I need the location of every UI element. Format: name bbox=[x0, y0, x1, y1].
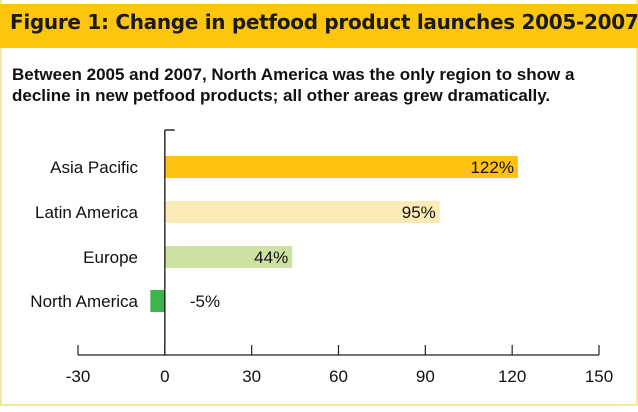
x-tick-label: 30 bbox=[242, 367, 261, 386]
bar-asia-pacific bbox=[164, 156, 518, 178]
x-tick-label: 0 bbox=[160, 367, 169, 386]
bar-north-america bbox=[150, 290, 165, 312]
data-label: 95% bbox=[402, 203, 436, 222]
chart-title: Figure 1: Change in petfood product laun… bbox=[10, 10, 638, 34]
category-label: North America bbox=[30, 292, 138, 311]
x-tick-label: 60 bbox=[329, 367, 348, 386]
data-label: 122% bbox=[470, 158, 513, 177]
title-band bbox=[0, 4, 638, 48]
category-label: Europe bbox=[83, 248, 138, 267]
x-tick-label: 150 bbox=[585, 367, 613, 386]
data-label: 44% bbox=[254, 248, 288, 267]
x-tick-label: -30 bbox=[66, 367, 91, 386]
bar-latin-america bbox=[164, 201, 440, 223]
x-tick-label: 120 bbox=[498, 367, 526, 386]
bar-europe bbox=[164, 246, 293, 268]
category-label: Asia Pacific bbox=[50, 158, 138, 177]
x-tick-label: 90 bbox=[416, 367, 435, 386]
chart-subtitle: Between 2005 and 2007, North America was… bbox=[12, 65, 575, 105]
category-label: Latin America bbox=[35, 203, 139, 222]
data-label: -5% bbox=[190, 292, 220, 311]
